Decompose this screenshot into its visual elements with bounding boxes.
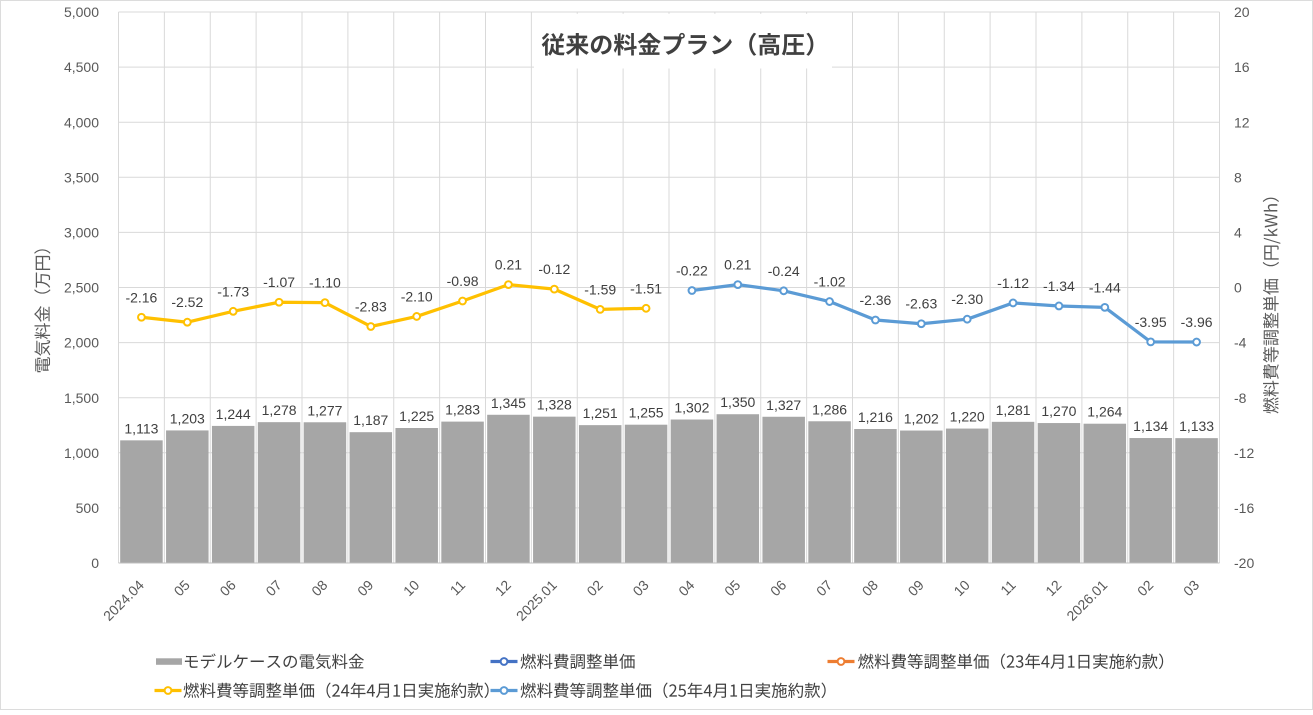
svg-text:1,220: 1,220 <box>950 409 985 425</box>
svg-text:1,203: 1,203 <box>170 410 205 426</box>
svg-text:3,000: 3,000 <box>64 225 99 241</box>
svg-text:1,202: 1,202 <box>904 411 939 427</box>
svg-text:1,345: 1,345 <box>491 395 526 411</box>
svg-text:1,302: 1,302 <box>674 400 709 416</box>
svg-text:0: 0 <box>91 555 99 571</box>
svg-text:-2.52: -2.52 <box>171 294 203 310</box>
svg-text:4,500: 4,500 <box>64 59 99 75</box>
svg-text:-16: -16 <box>1234 500 1254 516</box>
svg-text:-4: -4 <box>1234 335 1247 351</box>
svg-text:1,216: 1,216 <box>858 409 893 425</box>
svg-text:0.21: 0.21 <box>495 257 522 273</box>
svg-text:5,000: 5,000 <box>64 4 99 20</box>
svg-text:0.21: 0.21 <box>724 257 751 273</box>
svg-text:4: 4 <box>1234 225 1242 241</box>
svg-text:1,113: 1,113 <box>124 420 158 436</box>
svg-text:-2.36: -2.36 <box>859 292 891 308</box>
svg-text:-0.98: -0.98 <box>447 273 479 289</box>
svg-text:-1.73: -1.73 <box>217 283 249 299</box>
svg-text:2,500: 2,500 <box>64 280 99 296</box>
svg-text:1,187: 1,187 <box>353 412 388 428</box>
svg-text:-0.24: -0.24 <box>768 263 800 279</box>
svg-text:12: 12 <box>1234 114 1250 130</box>
svg-text:8: 8 <box>1234 169 1242 185</box>
svg-text:-3.96: -3.96 <box>1181 314 1213 330</box>
svg-text:3,500: 3,500 <box>64 169 99 185</box>
svg-text:-2.10: -2.10 <box>401 288 433 304</box>
svg-text:-1.51: -1.51 <box>630 280 662 296</box>
svg-text:1,277: 1,277 <box>307 402 342 418</box>
svg-text:1,000: 1,000 <box>64 445 99 461</box>
svg-text:-12: -12 <box>1234 445 1254 461</box>
svg-text:4,000: 4,000 <box>64 114 99 130</box>
svg-text:16: 16 <box>1234 59 1250 75</box>
svg-text:1,283: 1,283 <box>445 402 480 418</box>
svg-text:1,328: 1,328 <box>537 397 572 413</box>
svg-text:1,500: 1,500 <box>64 390 99 406</box>
svg-text:0: 0 <box>1234 280 1242 296</box>
svg-text:1,255: 1,255 <box>629 405 664 421</box>
svg-text:1,281: 1,281 <box>996 402 1031 418</box>
svg-text:1,133: 1,133 <box>1179 418 1214 434</box>
svg-text:-2.30: -2.30 <box>951 291 983 307</box>
svg-text:1,134: 1,134 <box>1133 418 1168 434</box>
svg-text:-1.59: -1.59 <box>584 281 616 297</box>
svg-text:-20: -20 <box>1234 555 1254 571</box>
svg-text:1,278: 1,278 <box>262 402 297 418</box>
svg-text:-1.34: -1.34 <box>1043 278 1075 294</box>
svg-text:-1.07: -1.07 <box>263 274 295 290</box>
svg-text:1,244: 1,244 <box>216 406 251 422</box>
svg-text:-2.83: -2.83 <box>355 299 387 315</box>
svg-text:-1.12: -1.12 <box>997 275 1029 291</box>
svg-text:2,000: 2,000 <box>64 335 99 351</box>
svg-text:-0.12: -0.12 <box>538 261 570 277</box>
svg-text:-2.16: -2.16 <box>125 289 157 305</box>
svg-text:-1.10: -1.10 <box>309 275 341 291</box>
svg-text:-8: -8 <box>1234 390 1247 406</box>
svg-text:-1.44: -1.44 <box>1089 279 1121 295</box>
svg-text:1,251: 1,251 <box>583 405 618 421</box>
svg-text:1,286: 1,286 <box>812 401 847 417</box>
svg-text:-0.22: -0.22 <box>676 263 708 279</box>
svg-text:1,350: 1,350 <box>720 394 755 410</box>
svg-text:-2.63: -2.63 <box>905 296 937 312</box>
svg-text:1,264: 1,264 <box>1087 404 1122 420</box>
svg-text:20: 20 <box>1234 4 1250 20</box>
svg-text:1,225: 1,225 <box>399 408 434 424</box>
svg-text:1,327: 1,327 <box>766 397 801 413</box>
svg-text:1,270: 1,270 <box>1041 403 1076 419</box>
svg-text:-1.02: -1.02 <box>814 274 846 290</box>
svg-text:-3.95: -3.95 <box>1135 314 1167 330</box>
svg-text:500: 500 <box>76 500 100 516</box>
